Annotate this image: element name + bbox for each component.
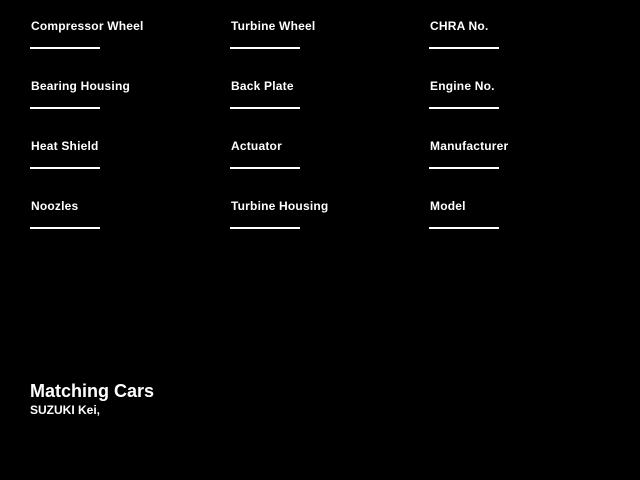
field-label-chra-no: CHRA No. [430, 19, 489, 33]
field-engine-no: Engine No. [429, 79, 610, 139]
field-bearing-housing: Bearing Housing [30, 79, 231, 139]
field-label-bearing-housing: Bearing Housing [31, 79, 131, 93]
field-label-back-plate: Back Plate [231, 79, 294, 93]
field-value-manufacturer [429, 153, 499, 169]
matching-cars-heading: Matching Cars [30, 381, 155, 401]
field-value-actuator [230, 153, 300, 169]
field-value-turbine-wheel [230, 33, 300, 49]
field-label-noozles: Noozles [31, 199, 79, 213]
field-heat-shield: Heat Shield [30, 139, 231, 199]
spec-fields-grid: Compressor Wheel Turbine Wheel CHRA No. … [30, 19, 610, 259]
field-value-heat-shield [30, 153, 100, 169]
field-label-heat-shield: Heat Shield [31, 139, 99, 153]
field-actuator: Actuator [230, 139, 430, 199]
field-value-model [429, 213, 499, 229]
field-value-bearing-housing [30, 93, 100, 109]
field-value-chra-no [429, 33, 499, 49]
field-chra-no: CHRA No. [429, 19, 610, 79]
field-turbine-wheel: Turbine Wheel [230, 19, 430, 79]
field-label-turbine-wheel: Turbine Wheel [231, 19, 316, 33]
field-noozles: Noozles [30, 199, 231, 259]
field-value-compressor-wheel [30, 33, 100, 49]
field-value-back-plate [230, 93, 300, 109]
field-model: Model [429, 199, 610, 259]
matching-cars-section: Matching Cars SUZUKI Kei, [30, 381, 154, 417]
field-label-engine-no: Engine No. [430, 79, 495, 93]
field-value-engine-no [429, 93, 499, 109]
matching-cars-list: SUZUKI Kei, [30, 403, 101, 417]
field-label-model: Model [430, 199, 466, 213]
field-turbine-housing: Turbine Housing [230, 199, 430, 259]
field-label-actuator: Actuator [231, 139, 282, 153]
field-back-plate: Back Plate [230, 79, 430, 139]
field-value-noozles [30, 213, 100, 229]
field-label-compressor-wheel: Compressor Wheel [31, 19, 144, 33]
field-value-turbine-housing [230, 213, 300, 229]
field-compressor-wheel: Compressor Wheel [30, 19, 231, 79]
field-label-turbine-housing: Turbine Housing [231, 199, 329, 213]
field-manufacturer: Manufacturer [429, 139, 610, 199]
field-label-manufacturer: Manufacturer [430, 139, 509, 153]
